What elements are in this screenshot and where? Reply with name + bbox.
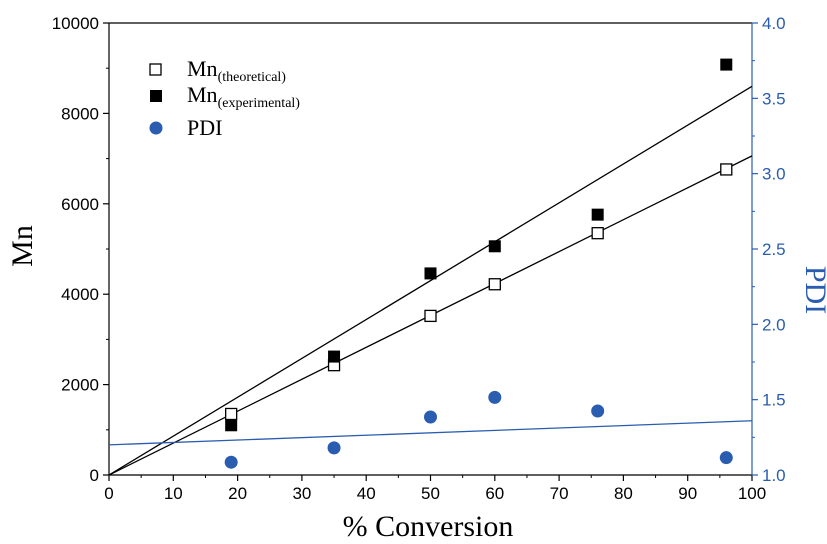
point-theoretical xyxy=(225,407,238,421)
point-pdi xyxy=(719,451,733,465)
y-left-tick-label: 10000 xyxy=(52,14,99,33)
legend-label-pdi: PDI xyxy=(187,115,222,140)
x-axis-ticks: 0 10 20 30 40 50 60 70 80 90 100 xyxy=(104,475,766,503)
point-experimental xyxy=(225,419,238,432)
y-right-tick-label: 3.0 xyxy=(762,165,786,184)
y-left-tick-label: 8000 xyxy=(61,104,99,123)
legend-label-experimental: Mn(experimental) xyxy=(187,82,300,111)
y-right-axis-ticks: 1.0 1.5 2.0 2.5 3.0 3.5 4.0 xyxy=(752,14,786,485)
y-left-tick-label: 0 xyxy=(90,466,99,485)
data-points xyxy=(224,58,733,469)
legend-marker-theoretical xyxy=(149,63,162,76)
x-tick-label: 20 xyxy=(228,484,247,503)
y-right-tick-label: 2.5 xyxy=(762,240,786,259)
y-left-tick-label: 6000 xyxy=(61,195,99,214)
x-tick-label: 40 xyxy=(357,484,376,503)
point-pdi xyxy=(224,455,238,469)
point-pdi xyxy=(591,404,605,418)
legend-marker-experimental xyxy=(150,90,162,102)
x-tick-label: 30 xyxy=(292,484,311,503)
fit-line xyxy=(108,420,753,446)
point-experimental xyxy=(591,208,604,221)
y-right-tick-label: 1.5 xyxy=(762,391,786,410)
y-left-tick-label: 2000 xyxy=(61,376,99,395)
point-experimental xyxy=(488,240,501,253)
point-theoretical xyxy=(720,163,733,176)
point-theoretical xyxy=(424,309,437,323)
point-experimental xyxy=(424,267,437,280)
y-right-tick-label: 2.0 xyxy=(762,315,786,334)
x-tick-label: 10 xyxy=(164,484,183,503)
y-left-axis-ticks: 0 2000 4000 6000 8000 10000 xyxy=(52,14,109,485)
y-right-tick-label: 4.0 xyxy=(762,14,786,33)
point-pdi xyxy=(424,410,437,424)
fit-line xyxy=(108,85,753,476)
legend-marker-pdi xyxy=(149,121,163,135)
point-theoretical xyxy=(488,278,501,291)
point-experimental xyxy=(720,58,733,71)
x-tick-label: 100 xyxy=(738,484,766,503)
x-tick-label: 60 xyxy=(485,484,504,503)
x-axis-title: % Conversion xyxy=(343,510,514,543)
point-experimental xyxy=(328,350,341,363)
point-pdi xyxy=(327,441,341,455)
x-tick-label: 50 xyxy=(421,484,440,503)
x-tick-label: 70 xyxy=(550,484,569,503)
x-tick-label: 90 xyxy=(678,484,697,503)
y-left-tick-label: 4000 xyxy=(61,285,99,304)
x-tick-label: 0 xyxy=(104,484,113,503)
legend: Mn(theoretical) Mn(experimental) PDI xyxy=(149,56,300,140)
point-theoretical xyxy=(591,227,604,240)
y-right-axis-title: PDI xyxy=(799,266,827,314)
x-tick-label: 80 xyxy=(614,484,633,503)
y-right-tick-label: 1.0 xyxy=(762,466,786,485)
y-left-axis-title: Mn xyxy=(6,225,39,267)
legend-label-theoretical: Mn(theoretical) xyxy=(187,56,286,85)
point-pdi xyxy=(488,390,502,404)
y-right-tick-label: 3.5 xyxy=(762,89,786,108)
